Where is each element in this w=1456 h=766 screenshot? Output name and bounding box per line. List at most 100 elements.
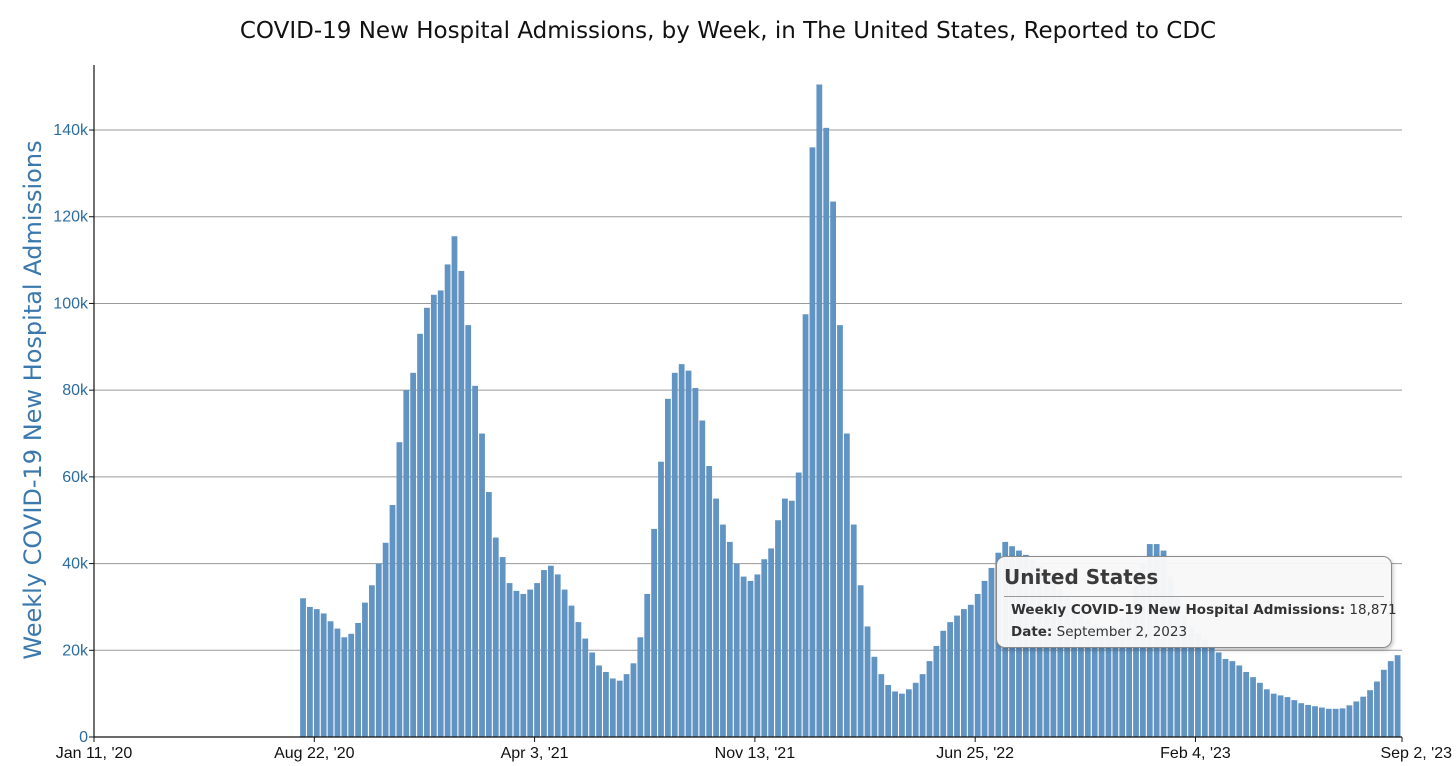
bar[interactable] [1325, 708, 1332, 737]
bar[interactable] [726, 541, 733, 737]
bar[interactable] [575, 622, 582, 737]
bar[interactable] [713, 498, 719, 737]
bar[interactable] [568, 605, 575, 737]
bar[interactable] [761, 559, 768, 737]
bar[interactable] [486, 492, 492, 737]
bar[interactable] [926, 661, 933, 737]
bar[interactable] [1367, 690, 1373, 737]
bar[interactable] [430, 294, 437, 737]
bar[interactable] [300, 598, 306, 737]
bar[interactable] [1215, 652, 1222, 737]
bar[interactable] [554, 574, 561, 737]
bar[interactable] [1229, 661, 1236, 737]
bar[interactable] [1057, 589, 1064, 737]
bar[interactable] [1250, 677, 1256, 737]
bar[interactable] [823, 127, 830, 738]
bar[interactable] [1091, 624, 1098, 737]
bar[interactable] [967, 604, 974, 737]
bar[interactable] [1201, 639, 1208, 737]
bar[interactable] [1263, 689, 1270, 737]
bar[interactable] [492, 537, 499, 737]
bar[interactable] [933, 645, 940, 737]
bar[interactable] [1043, 570, 1050, 737]
bar[interactable] [616, 680, 623, 737]
bar[interactable] [1277, 695, 1284, 737]
bar[interactable] [506, 583, 513, 737]
bar[interactable] [320, 613, 327, 737]
bar[interactable] [341, 637, 348, 737]
bar[interactable] [919, 674, 926, 737]
bar[interactable] [561, 589, 568, 737]
bar[interactable] [596, 665, 602, 737]
bar[interactable] [1078, 613, 1084, 737]
bar[interactable] [981, 580, 988, 737]
bar[interactable] [1084, 619, 1091, 737]
bar[interactable] [878, 674, 885, 737]
bar[interactable] [1339, 708, 1346, 737]
bar[interactable] [389, 505, 396, 737]
bar[interactable] [499, 557, 506, 737]
bar[interactable] [1318, 707, 1325, 737]
bar[interactable] [1291, 700, 1298, 737]
bar[interactable] [334, 628, 341, 737]
bar[interactable] [1036, 565, 1043, 737]
bar[interactable] [782, 498, 788, 737]
bar[interactable] [1112, 626, 1119, 737]
bar[interactable] [816, 84, 823, 737]
bar[interactable] [1071, 606, 1077, 737]
bar[interactable] [678, 364, 685, 737]
bar[interactable] [1222, 658, 1229, 737]
bar[interactable] [534, 583, 540, 737]
bar[interactable] [609, 678, 616, 737]
bar[interactable] [1050, 578, 1057, 737]
bar[interactable] [1174, 598, 1181, 737]
bar[interactable] [692, 387, 699, 737]
bar[interactable] [857, 585, 864, 737]
bar[interactable] [1195, 632, 1201, 737]
bar[interactable] [954, 615, 960, 737]
bar[interactable] [630, 663, 637, 737]
bar[interactable] [802, 314, 809, 737]
bar[interactable] [961, 609, 967, 737]
bar[interactable] [527, 589, 534, 737]
bar[interactable] [699, 420, 706, 737]
bar[interactable] [1257, 682, 1263, 737]
bar[interactable] [382, 542, 389, 737]
bar[interactable] [417, 333, 423, 737]
bar[interactable] [912, 682, 919, 737]
bar[interactable] [444, 264, 451, 737]
bar[interactable] [899, 693, 905, 737]
bar[interactable] [472, 385, 479, 737]
bar[interactable] [307, 606, 313, 737]
bar[interactable] [809, 147, 816, 737]
bar[interactable] [947, 622, 954, 737]
bar[interactable] [1181, 615, 1188, 737]
bar[interactable] [520, 593, 527, 737]
bar[interactable] [1098, 626, 1105, 737]
bar[interactable] [465, 325, 472, 737]
bar[interactable] [375, 563, 382, 737]
bar[interactable] [1029, 559, 1036, 737]
bar[interactable] [1312, 706, 1318, 737]
bar[interactable] [768, 548, 775, 737]
bar[interactable] [1394, 655, 1401, 737]
bar[interactable] [864, 626, 871, 737]
bar[interactable] [582, 638, 589, 737]
bar[interactable] [1346, 705, 1353, 737]
bar[interactable] [410, 372, 417, 737]
bar[interactable] [1126, 604, 1133, 737]
bar[interactable] [424, 307, 430, 737]
bar[interactable] [362, 602, 368, 737]
bar[interactable] [396, 442, 403, 737]
bar[interactable] [1105, 628, 1112, 737]
bar[interactable] [658, 461, 664, 737]
bar[interactable] [1064, 598, 1071, 737]
bar[interactable] [940, 630, 947, 737]
bar[interactable] [1270, 693, 1277, 737]
bar[interactable] [892, 691, 898, 737]
bar[interactable] [1208, 645, 1215, 737]
bar[interactable] [348, 633, 355, 737]
bar[interactable] [775, 520, 781, 737]
bar[interactable] [885, 684, 892, 737]
bar[interactable] [651, 528, 657, 737]
